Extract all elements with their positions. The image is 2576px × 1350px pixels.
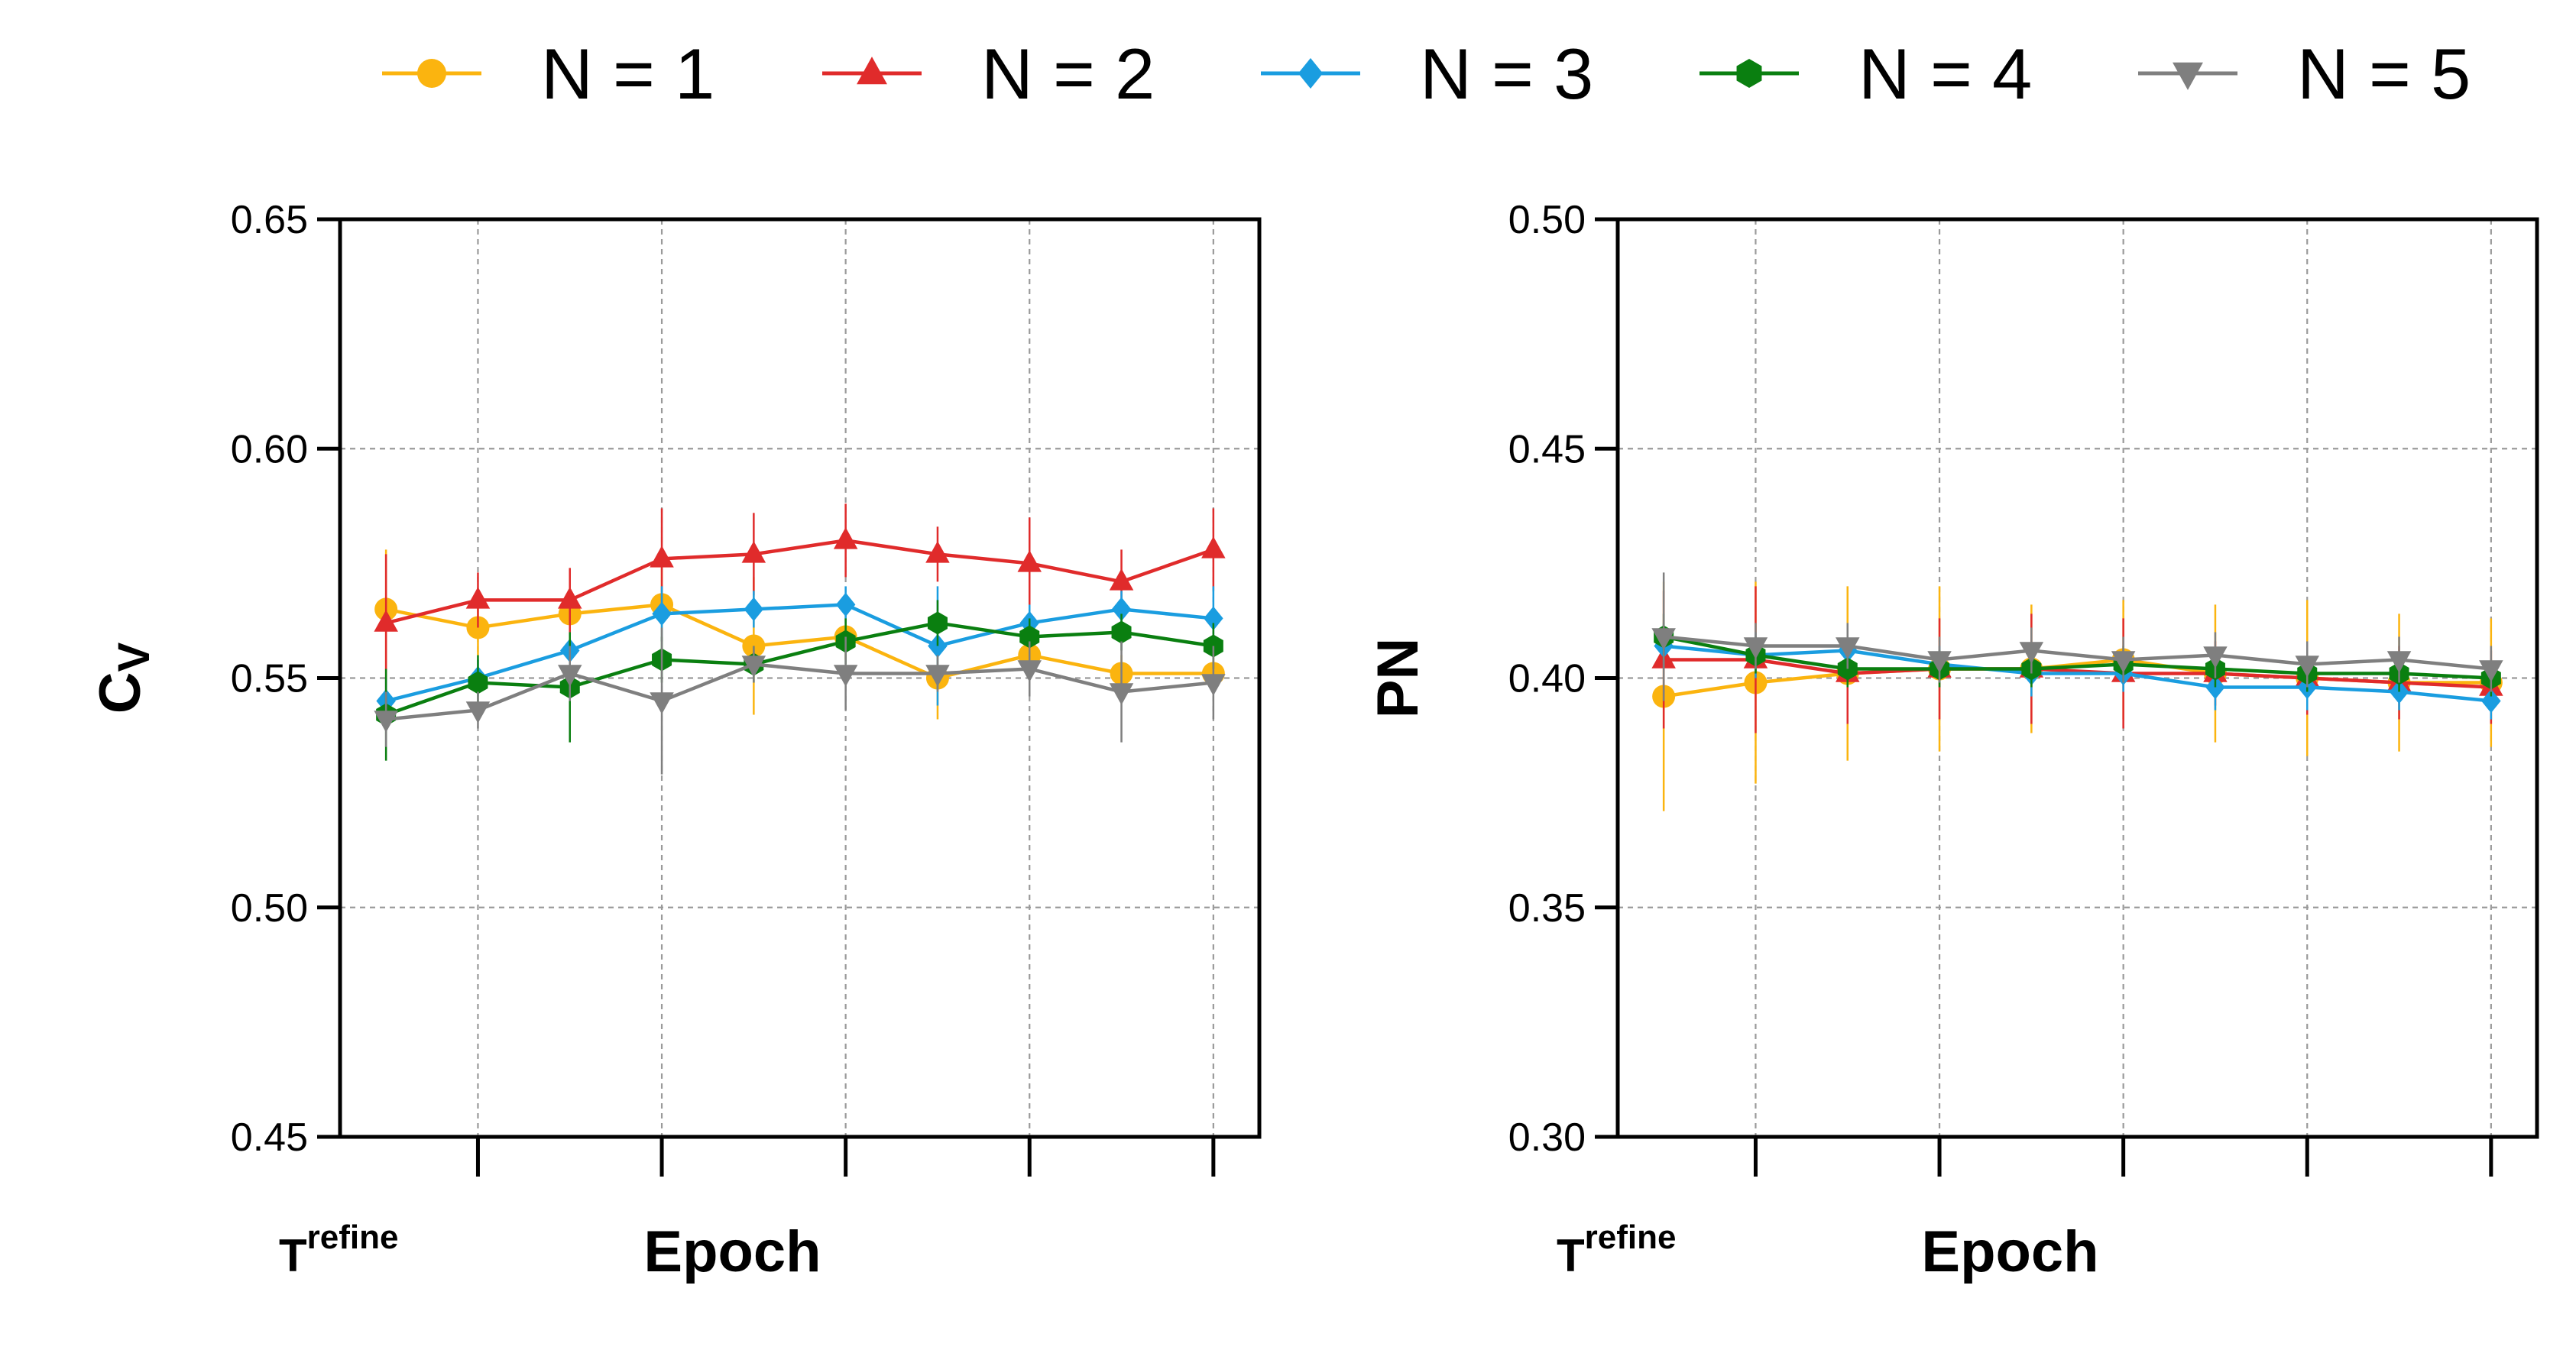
- y-tick-label: 0.35: [1508, 886, 1586, 931]
- y-tick-label: 0.50: [1508, 198, 1586, 242]
- data-point: [374, 610, 398, 632]
- data-point: [1651, 628, 1676, 650]
- legend-item-n-4: N = 4: [1700, 34, 2032, 114]
- data-point: [925, 541, 950, 563]
- data-point: [1743, 637, 1768, 659]
- y-tick-label: 0.30: [1508, 1115, 1586, 1160]
- data-point: [652, 601, 672, 626]
- data-point: [1109, 683, 1134, 705]
- y-tick-label: 0.65: [231, 198, 308, 242]
- series-line: [1663, 635, 2492, 671]
- data-point: [2295, 656, 2319, 678]
- data-point: [1927, 651, 1952, 673]
- legend-swatch-marker: [1298, 58, 1324, 89]
- series-line: [385, 603, 1214, 703]
- data-point: [2481, 688, 2501, 714]
- series-line: [385, 662, 1214, 721]
- data-point: [2479, 660, 2503, 682]
- data-point: [650, 546, 674, 568]
- data-point: [1017, 660, 1042, 682]
- legend-item-n-1: N = 1: [382, 34, 714, 114]
- data-point: [925, 665, 950, 687]
- pn-panel: 0.30 0.35 0.40 0.45 0.50 Epoch Trefine PN: [1366, 198, 2539, 1284]
- series-n-2: [374, 503, 1226, 692]
- series-n-5: [374, 627, 1226, 775]
- data-point: [465, 701, 491, 724]
- data-point: [1201, 674, 1226, 696]
- legend: N = 1 N = 2 N = 3 N = 4 N = 5: [382, 34, 2471, 114]
- data-point: [558, 587, 582, 609]
- data-point: [1201, 536, 1226, 558]
- y-tick-label: 0.50: [231, 886, 308, 931]
- data-point: [374, 711, 398, 733]
- x-axis-title: Epoch: [1921, 1219, 2098, 1284]
- y-tick-label: 0.40: [1508, 657, 1586, 701]
- legend-label: N = 1: [541, 34, 714, 114]
- plot-frame: [338, 217, 1262, 1139]
- y-axis-title: PN: [1366, 638, 1431, 719]
- series-n-5: [1651, 572, 2503, 701]
- data-point: [1109, 568, 1134, 591]
- legend-swatch-marker: [417, 59, 446, 88]
- data-point: [927, 611, 948, 635]
- data-point: [741, 541, 766, 563]
- data-point: [1111, 620, 1132, 644]
- y-tick-label: 0.45: [231, 1115, 308, 1160]
- data-point: [1204, 606, 1223, 631]
- legend-item-n-2: N = 2: [822, 34, 1155, 114]
- legend-swatch-marker: [1736, 59, 1762, 88]
- x-start-label: Trefine: [279, 1219, 398, 1281]
- data-point: [835, 592, 856, 617]
- y-tick-label: 0.55: [231, 657, 308, 701]
- data-point: [2019, 642, 2044, 664]
- data-point: [1017, 550, 1042, 572]
- data-point: [833, 665, 858, 687]
- series-line: [385, 621, 1214, 717]
- data-point: [1019, 625, 1040, 649]
- x-axis-title: Epoch: [643, 1219, 821, 1284]
- x-start-label: Trefine: [1557, 1219, 1676, 1281]
- data-point: [2111, 651, 2136, 673]
- cv-panel: 0.45 0.50 0.55 0.60 0.65 Epoch Trefine CV: [88, 198, 1262, 1284]
- data-point: [558, 665, 582, 687]
- data-point: [1836, 637, 1860, 659]
- data-point: [2203, 646, 2228, 669]
- y-axis-title: CV: [88, 642, 159, 714]
- series-n-1: [1652, 581, 2503, 811]
- legend-label: N = 2: [981, 34, 1155, 114]
- legend-swatch-marker: [2173, 62, 2203, 90]
- legend-item-n-3: N = 3: [1261, 34, 1593, 114]
- series-n-3: [376, 586, 1223, 724]
- legend-label: N = 3: [1420, 34, 1593, 114]
- series-line: [1663, 635, 2491, 680]
- data-point: [465, 587, 491, 609]
- data-point: [1111, 597, 1132, 622]
- data-point: [744, 597, 764, 622]
- data-point: [833, 527, 858, 549]
- legend-label: N = 5: [2297, 34, 2471, 114]
- data-point: [468, 671, 488, 694]
- series-line: [385, 603, 1213, 680]
- y-tick-label: 0.60: [231, 427, 308, 471]
- data-point: [650, 692, 674, 714]
- legend-label: N = 4: [1858, 34, 2032, 114]
- legend-swatch-marker: [857, 57, 887, 85]
- plot-frame: [1615, 217, 2539, 1139]
- legend-item-n-5: N = 5: [2138, 34, 2471, 114]
- data-point: [741, 656, 766, 678]
- data-point: [2386, 651, 2412, 673]
- y-tick-label: 0.45: [1508, 427, 1586, 471]
- series-line: [1663, 644, 2492, 703]
- series-line: [1664, 658, 2491, 689]
- series-line: [385, 539, 1214, 625]
